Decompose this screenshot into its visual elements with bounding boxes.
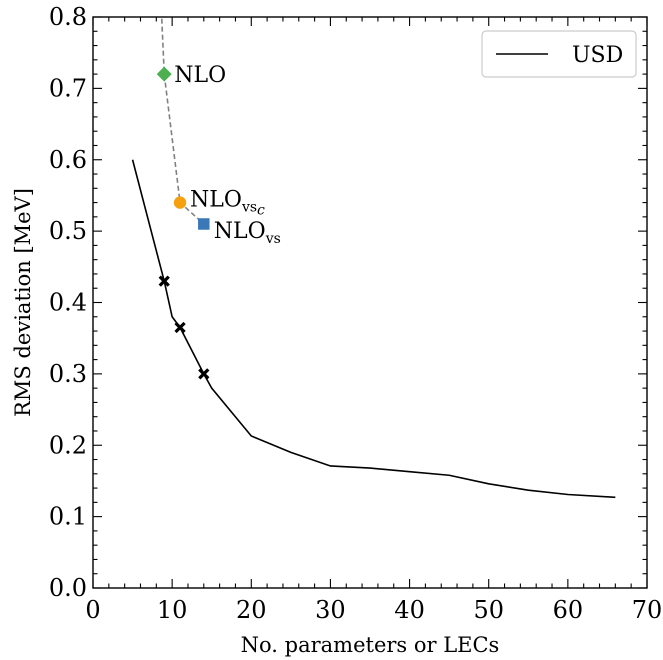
x-tick-label: 20 (236, 596, 267, 624)
axes-frame (92, 16, 648, 589)
series-layer (131, 17, 616, 499)
series-line-usd (131, 159, 616, 499)
y-tick-label: 0.3 (49, 360, 87, 388)
usd-x-marker (198, 368, 210, 380)
x-tick-label: 0 (85, 596, 100, 624)
nlo-dashed-line (160, 17, 205, 225)
legend-label-usd: USD (572, 43, 623, 68)
x-tick-label: 60 (553, 596, 584, 624)
x-tick-label: 10 (157, 596, 188, 624)
legend: USD (481, 30, 637, 78)
point-nlo-vsc-label: NLOvsc (190, 188, 265, 219)
y-tick-label: 0.8 (49, 3, 87, 31)
y-tick-label: 0.7 (49, 74, 87, 102)
point-nlo-label: NLO (174, 63, 226, 88)
x-axis-label: No. parameters or LECs (241, 633, 500, 657)
axes (92, 16, 648, 589)
x-tick-label: 40 (394, 596, 425, 624)
y-tick-label: 0.5 (49, 217, 87, 245)
y-axis-label: RMS deviation [MeV] (11, 188, 35, 417)
y-tick-label: 0.6 (49, 146, 87, 174)
y-tick-label: 0.4 (49, 289, 87, 317)
point-nlo-vs-label: NLOvs (214, 219, 281, 247)
point-nlo-marker (156, 66, 172, 82)
point-nlo-vsc-marker (173, 196, 187, 209)
tick-labels: 0 10 20 30 40 50 60 70 0.0 0.1 0.2 0.3 0.4 0.5 0.6 0.7 0… (49, 3, 662, 624)
x-tick-label: 30 (315, 596, 346, 624)
y-tick-label: 0.0 (49, 574, 87, 602)
marker-layer (156, 66, 210, 380)
x-tick-label: 70 (632, 596, 663, 624)
legend-box (481, 30, 637, 78)
x-tick-label: 50 (473, 596, 504, 624)
y-tick-label: 0.2 (49, 431, 87, 459)
usd-x-marker (174, 321, 186, 334)
y-tick-label: 0.1 (49, 503, 87, 531)
point-nlo-vs-marker (198, 218, 210, 230)
usd-x-marker (158, 275, 170, 287)
